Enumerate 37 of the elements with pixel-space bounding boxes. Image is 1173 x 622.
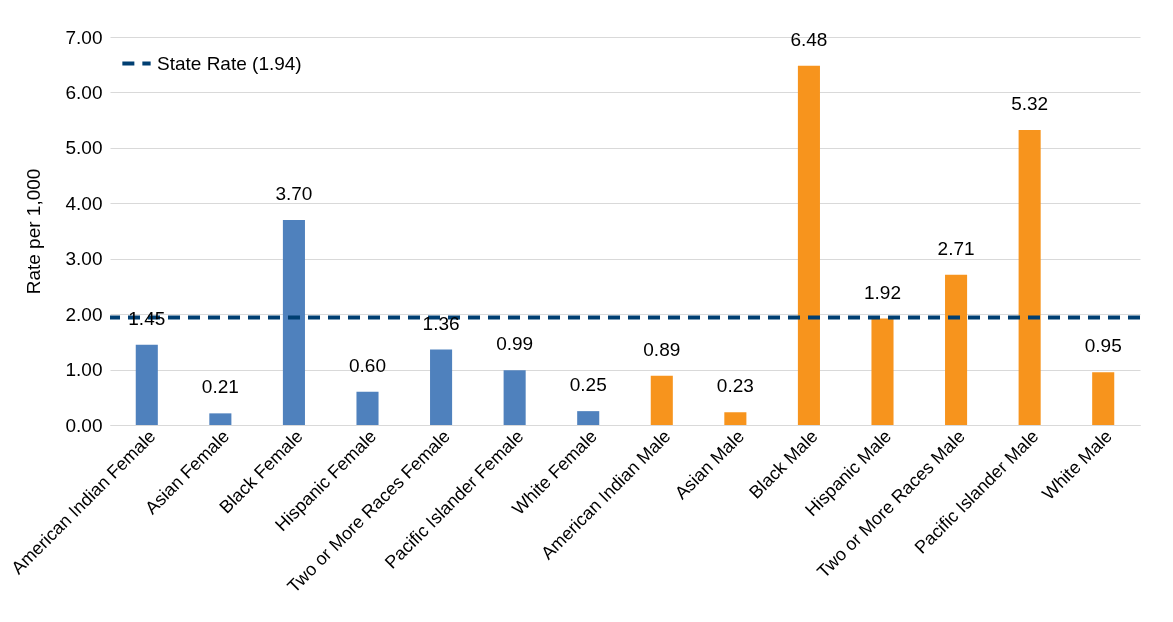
- y-tick-label: 5.00: [65, 137, 103, 159]
- data-label: 3.70: [275, 182, 313, 204]
- data-label: 6.48: [790, 28, 828, 50]
- y-axis-title: Rate per 1,000: [22, 168, 44, 295]
- y-tick-label: 1.00: [65, 359, 103, 381]
- legend-label: State Rate (1.94): [157, 52, 302, 74]
- data-label: 1.36: [422, 312, 460, 334]
- data-label: 0.99: [496, 333, 534, 355]
- y-tick-label: 7.00: [65, 26, 103, 48]
- data-label: 0.89: [643, 338, 681, 360]
- y-tick-label: 0.00: [65, 414, 103, 436]
- bar: [945, 274, 968, 425]
- bar: [503, 370, 526, 425]
- y-tick-label: 6.00: [65, 81, 103, 103]
- data-label: 0.95: [1084, 335, 1122, 357]
- bar: [650, 375, 673, 425]
- bar: [135, 344, 158, 425]
- bar: [797, 65, 820, 425]
- bar: [724, 412, 747, 425]
- data-label: 2.71: [937, 237, 975, 259]
- data-label: 0.25: [569, 374, 607, 396]
- bar: [209, 413, 232, 425]
- bar: [871, 318, 894, 425]
- bar: [1092, 372, 1115, 425]
- data-label: 1.92: [864, 281, 901, 303]
- bar: [282, 219, 305, 425]
- bar: [1018, 130, 1041, 425]
- y-tick-label: 2.00: [65, 303, 103, 325]
- data-label: 0.21: [201, 376, 239, 398]
- bar: [577, 411, 600, 425]
- y-tick-label: 3.00: [65, 248, 103, 270]
- bar: [430, 349, 453, 425]
- data-label: 0.23: [716, 375, 754, 397]
- y-tick-label: 4.00: [65, 192, 103, 214]
- data-label: 0.60: [349, 354, 386, 376]
- bar: [356, 391, 379, 425]
- data-label: 5.32: [1011, 93, 1049, 115]
